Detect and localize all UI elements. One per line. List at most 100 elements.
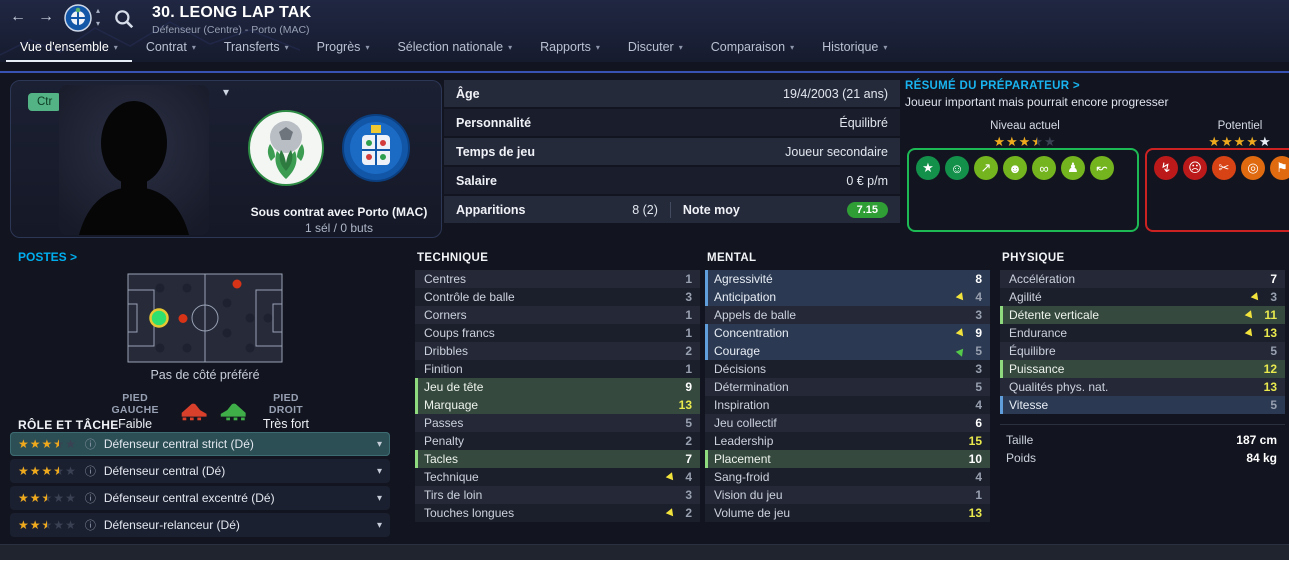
star-fill: ★ — [29, 438, 41, 450]
tab-comparaison[interactable]: Comparaison ▾ — [697, 34, 808, 62]
star-icon: ★★ — [1221, 134, 1233, 149]
attribute-number: 10 — [968, 452, 982, 466]
info-row: Salaire 0 € p/m — [444, 167, 900, 194]
scout-summary-link[interactable]: RÉSUMÉ DU PRÉPARATEUR > — [905, 80, 1080, 92]
attribute-row: Centres 1 — [415, 270, 700, 288]
star-icon: ★★ — [41, 437, 53, 451]
weight-value: 84 kg — [1246, 451, 1277, 465]
star-icon: ★ — [65, 437, 76, 451]
tab-discuter[interactable]: Discuter ▾ — [614, 34, 697, 62]
chevron-down-icon[interactable]: ▾ — [223, 85, 230, 99]
attribute-name: Détente verticale — [1009, 308, 1100, 322]
star-fill: ★ — [18, 492, 29, 504]
attribute-value: 1 — [685, 272, 692, 286]
attribute-value: 13 — [969, 506, 982, 520]
search-icon[interactable] — [112, 8, 136, 30]
attribute-value: 7 — [1270, 272, 1277, 286]
attribute-name: Sang-froid — [714, 470, 770, 484]
preferred-side-text: Pas de côté préféré — [150, 368, 260, 382]
chevron-down-icon[interactable]: ▾ — [376, 438, 382, 450]
attribute-name: Penalty — [424, 434, 465, 448]
attribute-row: Détente verticale 11 — [1000, 306, 1285, 324]
attribute-number: 7 — [685, 452, 692, 466]
star-icon: ★ — [65, 518, 76, 532]
attribute-name: Inspiration — [714, 398, 770, 412]
star-fill: ★ — [1031, 135, 1037, 148]
role-label: Défenseur central strict (Dé) — [103, 437, 254, 451]
appearances-value: 8 (2) — [632, 202, 658, 217]
star-icon: ★★ — [993, 134, 1006, 149]
role-stars: ★★★★★★★★ — [18, 518, 77, 532]
attribute-value: 2 — [685, 434, 692, 448]
star-icon: ★★ — [29, 491, 41, 505]
appearances-label: Apparitions — [456, 202, 526, 217]
attribute-row: Qualités phys. nat. 13 — [1000, 378, 1285, 396]
tab-bar: Vue d'ensemble ▾ Contrat ▾ Transferts ▾ Progrè… — [6, 34, 901, 62]
trend-up-icon — [956, 346, 967, 357]
star-icon: ★★ — [18, 437, 29, 451]
info-value: 19/4/2003 (21 ans) — [783, 86, 888, 101]
crest-spinner[interactable]: ▴ ▾ — [96, 6, 101, 28]
chevron-down-icon[interactable]: ▾ — [376, 492, 382, 504]
info-icon[interactable]: ⓘ — [84, 520, 96, 532]
info-icon[interactable]: ⓘ — [84, 439, 96, 451]
attribute-number: 2 — [685, 434, 692, 448]
attribute-number: 5 — [1270, 398, 1277, 412]
technique-rows: Centres 1 Contrôle de balle 3 Corners 1 Coups … — [415, 270, 700, 522]
tab-rapports[interactable]: Rapports ▾ — [526, 34, 614, 62]
club-crest-icon[interactable] — [64, 4, 92, 32]
left-foot-value: Faible — [118, 417, 153, 431]
positions-link[interactable]: POSTES > — [18, 250, 78, 264]
attribute-row: Tacles 7 — [415, 450, 700, 468]
tab-label: Rapports — [540, 40, 591, 54]
chevron-down-icon[interactable]: ▾ — [376, 465, 382, 477]
chevron-down-icon[interactable]: ▾ — [376, 519, 382, 531]
chevron-down-icon: ▾ — [365, 42, 370, 52]
attribute-number: 5 — [685, 416, 692, 430]
star-fill: ★ — [1258, 135, 1271, 148]
tab-s-lection-nationale[interactable]: Sélection nationale ▾ — [383, 34, 526, 62]
tab-contrat[interactable]: Contrat ▾ — [132, 34, 210, 62]
attribute-value: 11 — [1245, 308, 1277, 322]
attribute-value: 3 — [975, 362, 982, 376]
attribute-number: 13 — [1263, 380, 1277, 394]
attribute-name: Corners — [424, 308, 467, 322]
star-icon: ★ — [1043, 134, 1056, 149]
info-icon[interactable]: ⓘ — [84, 466, 96, 478]
mental-column: MENTAL Agressivité 8 Anticipation 4 Appels de… — [705, 252, 990, 522]
feet-block: PIED GAUCHE Faible PIED DROIT Très fort — [100, 392, 315, 431]
attribute-name: Coups francs — [424, 326, 495, 340]
tab-transferts[interactable]: Transferts ▾ — [210, 34, 303, 62]
attribute-number: 5 — [975, 380, 982, 394]
cons-box: ↯☹✂◎⚑»✦ — [1145, 148, 1289, 232]
back-arrow-icon[interactable]: ← — [10, 8, 26, 25]
attribute-number: 13 — [678, 398, 692, 412]
sad-boot-icon: ☹ — [1183, 156, 1207, 180]
attribute-name: Équilibre — [1009, 344, 1056, 358]
star-fill: ★ — [42, 492, 47, 504]
tab-progr-s[interactable]: Progrès ▾ — [303, 34, 384, 62]
attribute-value: 1 — [975, 488, 982, 502]
tab-vue-d-ensemble[interactable]: Vue d'ensemble ▾ — [6, 34, 132, 62]
attribute-number: 1 — [685, 272, 692, 286]
page-subtitle: Défenseur (Centre) - Porto (MAC) — [152, 24, 310, 36]
attribute-value: 3 — [685, 488, 692, 502]
info-icon[interactable]: ⓘ — [84, 493, 96, 505]
star-fill: ★ — [29, 465, 41, 477]
chevron-down-icon: ▾ — [678, 42, 683, 52]
attribute-number: 7 — [1270, 272, 1277, 286]
forward-arrow-icon[interactable]: → — [38, 8, 54, 25]
attribute-value: 4 — [975, 398, 982, 412]
star-icon: ★★ — [53, 437, 65, 451]
star-fill: ★ — [29, 519, 41, 531]
star-icon: ★★ — [18, 491, 29, 505]
left-foot-block: PIED GAUCHE Faible — [100, 392, 170, 431]
tab-historique[interactable]: Historique ▾ — [808, 34, 901, 62]
caps-line: 1 sél / 0 buts — [304, 221, 374, 235]
attribute-value: 5 — [1270, 398, 1277, 412]
attribute-value: 15 — [969, 434, 982, 448]
